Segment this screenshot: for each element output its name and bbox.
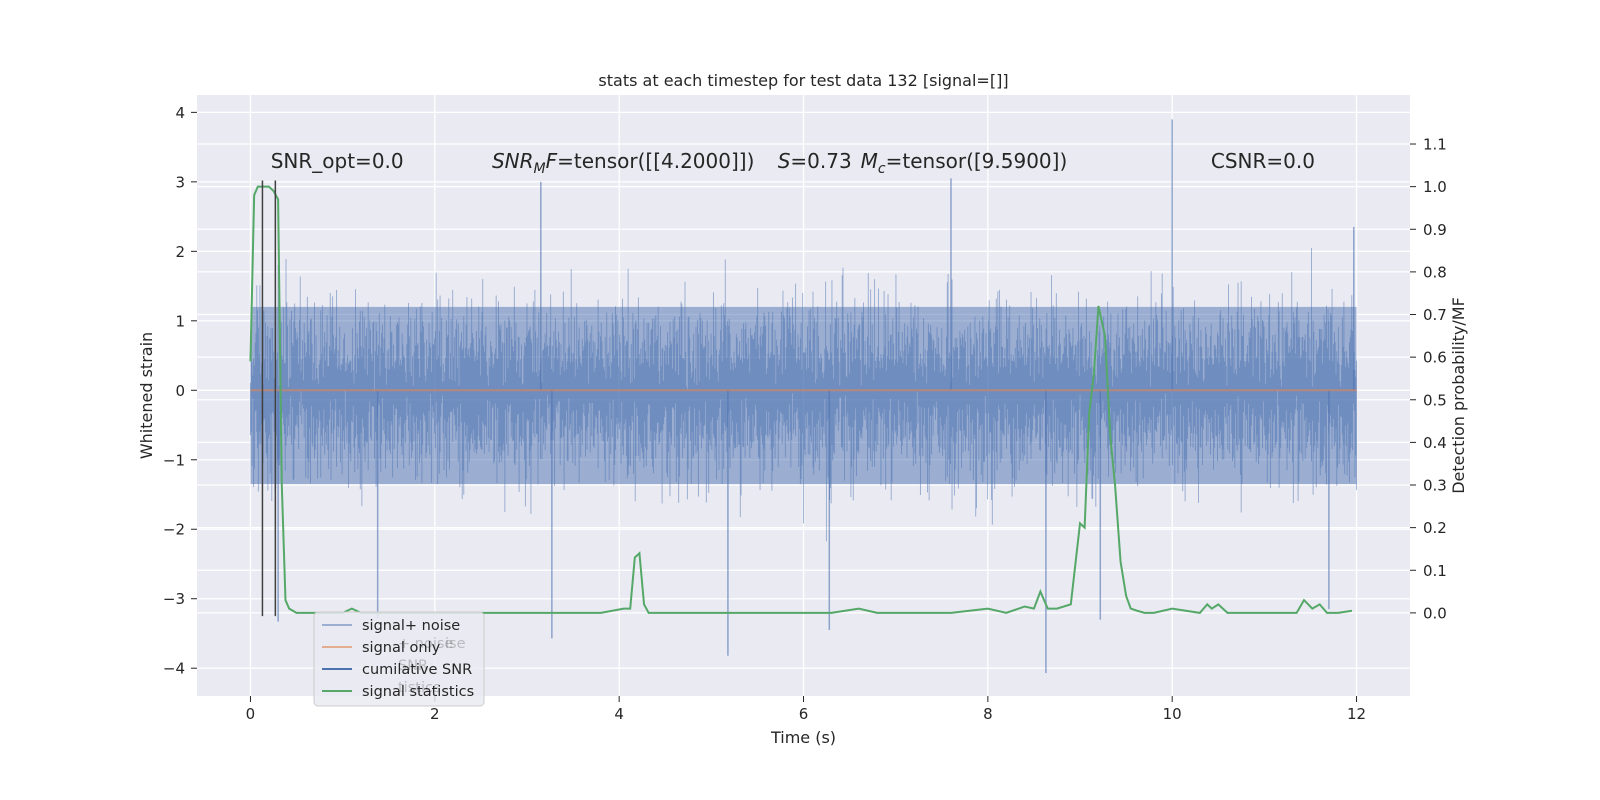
vlines-layer: [261, 180, 277, 617]
signal-noise-band: [250, 306, 1357, 485]
legend-ghost-text: ise: [445, 636, 466, 652]
y2-tick-label: 0.1: [1423, 562, 1447, 580]
annotation-s-rest: =0.73: [790, 149, 851, 173]
signal-noise-series: [250, 119, 1357, 674]
y-tick-label: −2: [163, 521, 185, 539]
x-tick-label: 2: [430, 705, 440, 723]
annotation-mc: Mc=tensor([9.5900]): [861, 149, 1068, 177]
y-tick-label: −3: [163, 590, 185, 608]
annotation-snr_mf-symbol: SNR: [492, 149, 534, 173]
y2-tick-label: 0.9: [1423, 221, 1447, 239]
annotation-snr_mf-value: =tensor([[4.2000]]): [557, 149, 754, 173]
annotation-mc-rest: =tensor([9.5900]): [886, 149, 1068, 173]
x-tick-label: 8: [983, 705, 993, 723]
y2-axis-label: Detection probability/MF: [1449, 297, 1468, 494]
x-tick-label: 12: [1347, 705, 1366, 723]
legend-ghost-text: SNR: [398, 658, 428, 674]
y2-tick-label: 0.8: [1423, 263, 1447, 281]
y2-tick-label: 1.0: [1423, 178, 1447, 196]
legend-box: [313, 611, 485, 707]
y-tick-label: 3: [175, 173, 185, 191]
y2-tick-label: 0.3: [1423, 477, 1447, 495]
y2-tick-label: 0.0: [1423, 604, 1447, 622]
annotation-csnr: CSNR=0.0: [1211, 149, 1315, 173]
annotation-mc-symbol: M: [861, 149, 878, 173]
axes: 0 2 4 6 8 10 1243210−1−2−3−41.11.00.90.80.70.6…: [137, 71, 1468, 747]
y2-tick-label: 0.2: [1423, 519, 1447, 537]
y2-tick-label: 0.4: [1423, 434, 1447, 452]
y2-tick-label: 1.1: [1423, 136, 1447, 154]
legend-ghost-text: tistics: [398, 680, 441, 696]
legend-label: cumilative SNR: [362, 662, 472, 678]
x-tick-label: 10: [1163, 705, 1182, 723]
annotation-snr_mf-rest: F: [546, 149, 558, 173]
annotation-mc-subscript: c: [878, 161, 886, 177]
annotations: SNR_opt=0.0 SNRMF=tensor([[4.2000]]) S=0.7…: [271, 149, 1315, 177]
legend-label: signal only: [362, 640, 441, 656]
chart-title: stats at each timestep for test data 132…: [598, 71, 1008, 90]
y-tick-label: 2: [175, 243, 185, 261]
y-tick-label: −1: [163, 451, 185, 469]
x-axis-label: Time (s): [770, 728, 836, 747]
x-tick-label: 0: [246, 705, 256, 723]
legend-label: signal+ noise: [362, 618, 460, 634]
y-tick-label: −4: [163, 660, 185, 678]
annotation-s-symbol: S: [778, 149, 791, 173]
x-tick-label: 4: [614, 705, 624, 723]
annotation-snr_mf: SNRMF=tensor([[4.2000]]): [492, 149, 754, 177]
legend-ghost-text: + noise: [398, 636, 453, 652]
y2-tick-label: 0.5: [1423, 391, 1447, 409]
annotation-snr_mf-subscript: M: [534, 161, 546, 177]
legend-label: signal statistics: [362, 684, 474, 700]
y2-tick-label: 0.7: [1423, 306, 1447, 324]
x-tick-label: 6: [799, 705, 809, 723]
y-tick-label: 4: [175, 104, 185, 122]
y-tick-label: 0: [175, 382, 185, 400]
annotation-snr_opt: SNR_opt=0.0: [271, 149, 404, 173]
y-tick-label: 1: [175, 312, 185, 330]
y2-tick-label: 0.6: [1423, 349, 1447, 367]
annotation-s: S=0.73: [778, 149, 852, 173]
y-axis-label: Whitened strain: [137, 332, 156, 459]
